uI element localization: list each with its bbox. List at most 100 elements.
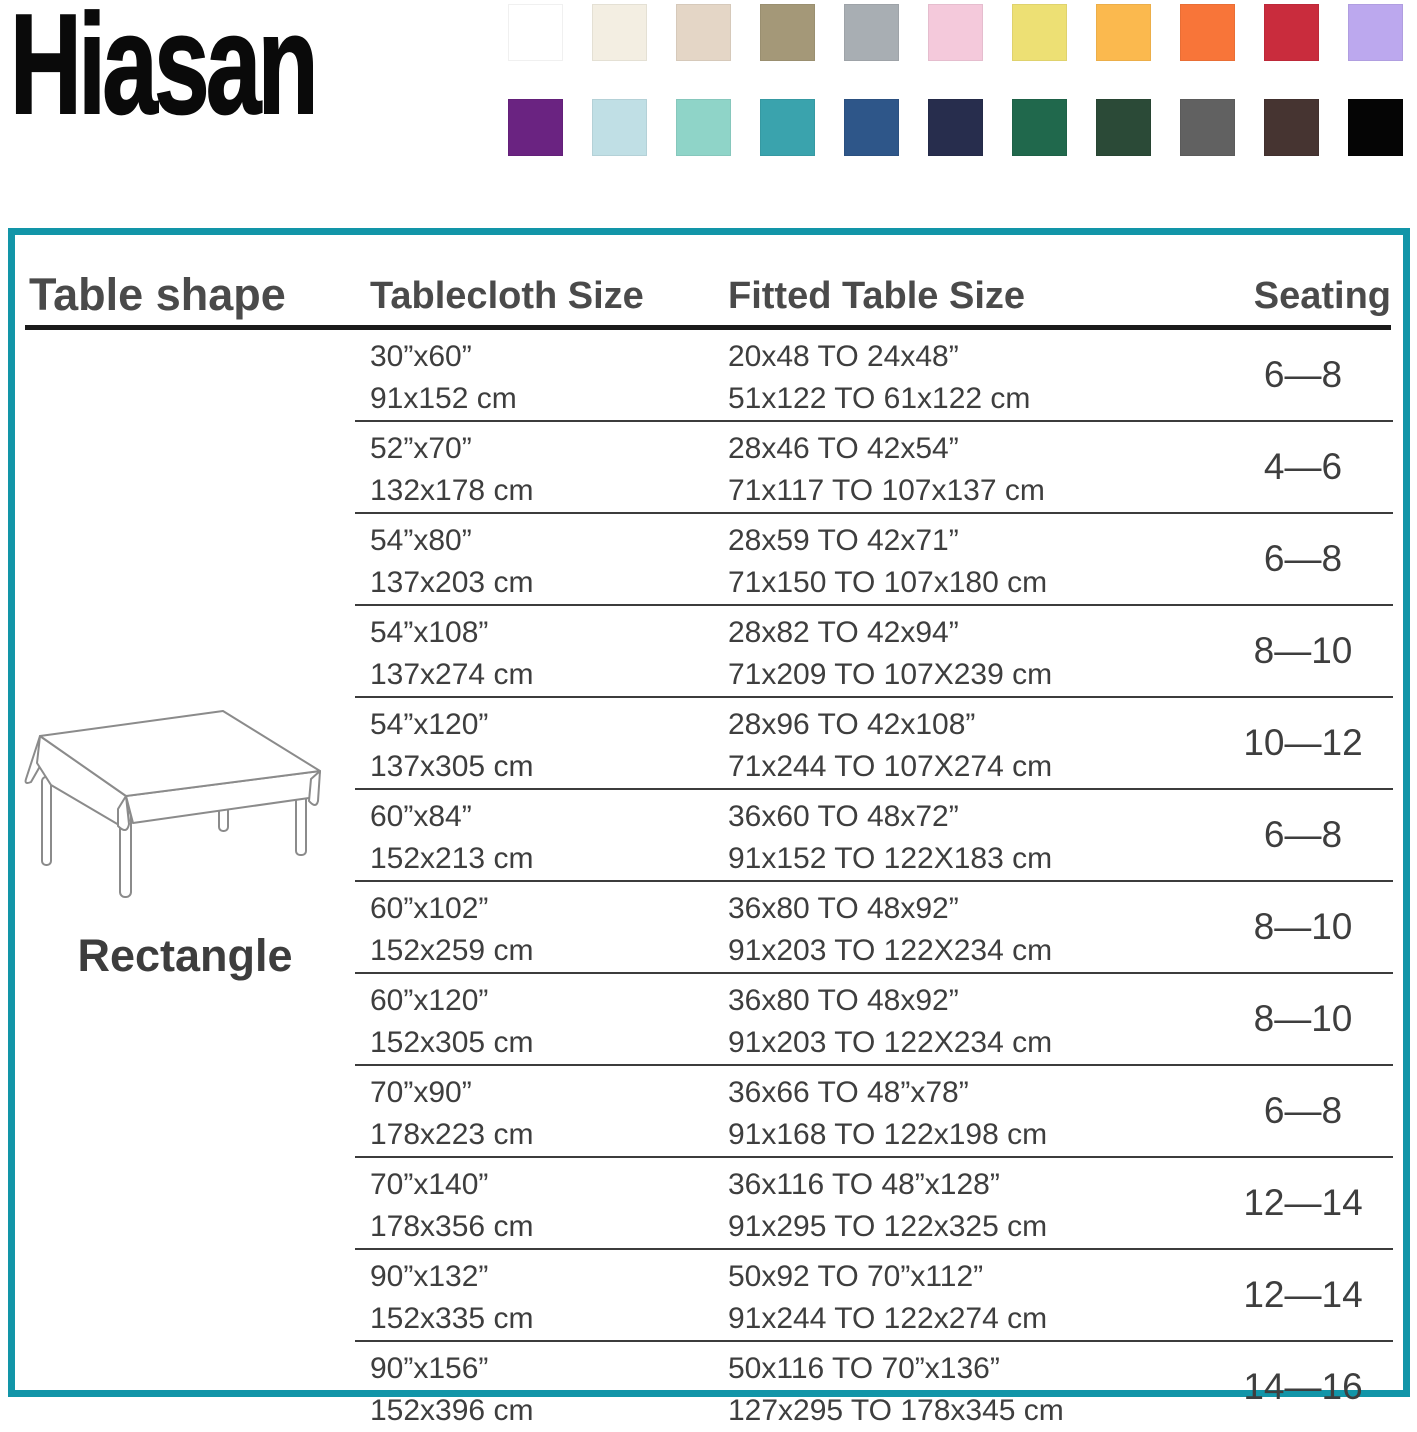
- size-chart-header-row: Table shape Tablecloth Size Fitted Table…: [15, 235, 1403, 321]
- color-swatch-brown: [1264, 99, 1319, 156]
- tablecloth-size-inches: 60”x102”: [370, 892, 489, 925]
- fitted-size-cm: 91x295 TO 122x325 cm: [728, 1210, 1048, 1243]
- fitted-size-inches: 28x82 TO 42x94”: [728, 616, 959, 649]
- fitted-size-inches: 50x116 TO 70”x136”: [728, 1352, 1000, 1385]
- fitted-size-cm: 71x244 TO 107X274 cm: [728, 750, 1053, 783]
- table-row: 54”x108” 137x274 cm 28x82 TO 42x94” 71x2…: [355, 606, 1393, 698]
- fitted-size-cm: 91x203 TO 122X234 cm: [728, 934, 1053, 967]
- fitted-size-cell: 28x82 TO 42x94” 71x209 TO 107X239 cm: [713, 606, 1213, 696]
- seating-cell: 8—10: [1253, 998, 1353, 1039]
- fitted-size-cell: 28x59 TO 42x71” 71x150 TO 107x180 cm: [713, 514, 1213, 604]
- seating-cell: 6—8: [1263, 814, 1343, 855]
- color-swatch-lavender: [1348, 4, 1403, 61]
- tablecloth-size-cell: 90”x132” 152x335 cm: [355, 1250, 713, 1340]
- tablecloth-size-cm: 152x396 cm: [370, 1394, 534, 1427]
- tablecloth-size-inches: 90”x156”: [370, 1352, 489, 1385]
- tablecloth-size-cm: 137x203 cm: [370, 566, 534, 599]
- fitted-size-cm: 91x152 TO 122X183 cm: [728, 842, 1053, 875]
- tablecloth-size-inches: 90”x132”: [370, 1260, 489, 1293]
- fitted-size-cm: 71x150 TO 107x180 cm: [728, 566, 1048, 599]
- color-swatch-silver-gray: [844, 4, 899, 61]
- tablecloth-size-cell: 90”x156” 152x396 cm: [355, 1342, 713, 1432]
- fitted-size-inches: 28x96 TO 42x108”: [728, 708, 976, 741]
- fitted-size-inches: 36x80 TO 48x92”: [728, 892, 959, 925]
- tablecloth-size-cell: 70”x90” 178x223 cm: [355, 1066, 713, 1156]
- rectangle-table-icon: [24, 710, 321, 898]
- tablecloth-size-inches: 70”x140”: [370, 1168, 489, 1201]
- tablecloth-size-inches: 60”x120”: [370, 984, 489, 1017]
- fitted-size-cell: 36x60 TO 48x72” 91x152 TO 122X183 cm: [713, 790, 1213, 880]
- color-swatch-gold: [1096, 4, 1151, 61]
- tablecloth-size-inches: 54”x80”: [370, 524, 472, 557]
- table-row: 70”x90” 178x223 cm 36x66 TO 48”x78” 91x1…: [355, 1066, 1393, 1158]
- seating-cell: 8—10: [1253, 906, 1353, 947]
- fitted-size-cm: 51x122 TO 61x122 cm: [728, 382, 1031, 415]
- color-swatch-red: [1264, 4, 1319, 61]
- color-swatch-green: [1012, 99, 1067, 156]
- tablecloth-size-cm: 152x259 cm: [370, 934, 534, 967]
- seating-cell: 6—8: [1263, 538, 1343, 579]
- seating-cell: 12—14: [1243, 1182, 1363, 1223]
- size-rows: 30”x60” 91x152 cm 20x48 TO 24x48” 51x122…: [355, 330, 1393, 1427]
- color-swatch-navy: [928, 99, 983, 156]
- tablecloth-size-cell: 60”x102” 152x259 cm: [355, 882, 713, 972]
- table-row: 54”x80” 137x203 cm 28x59 TO 42x71” 71x15…: [355, 514, 1393, 606]
- color-swatch-aqua: [676, 99, 731, 156]
- tablecloth-size-inches: 54”x108”: [370, 616, 489, 649]
- seating-cell: 10—12: [1243, 722, 1363, 763]
- tablecloth-size-cm: 137x305 cm: [370, 750, 534, 783]
- fitted-size-cm: 127x295 TO 178x345 cm: [728, 1394, 1064, 1427]
- color-swatch-blue: [844, 99, 899, 156]
- tablecloth-size-cm: 132x178 cm: [370, 474, 534, 507]
- tablecloth-size-cell: 54”x120” 137x305 cm: [355, 698, 713, 788]
- fitted-size-cell: 28x96 TO 42x108” 71x244 TO 107X274 cm: [713, 698, 1213, 788]
- color-swatch-hunter-green: [1096, 99, 1151, 156]
- fitted-size-inches: 36x80 TO 48x92”: [728, 984, 959, 1017]
- seating-cell: 6—8: [1263, 354, 1343, 395]
- size-chart-frame: Table shape Tablecloth Size Fitted Table…: [8, 228, 1410, 1427]
- fitted-size-cell: 50x116 TO 70”x136” 127x295 TO 178x345 cm: [713, 1342, 1213, 1432]
- brand-logo: Hiasan: [9, 0, 319, 144]
- color-swatch-orange: [1180, 4, 1235, 61]
- shape-label: Rectangle: [77, 930, 293, 981]
- color-swatch-ivory: [592, 4, 647, 61]
- seating-cell: 8—10: [1253, 630, 1353, 671]
- seating-cell: 14—16: [1243, 1366, 1363, 1407]
- column-header-tablecloth-size: Tablecloth Size: [370, 275, 644, 317]
- fitted-size-cm: 91x244 TO 122x274 cm: [728, 1302, 1048, 1335]
- fitted-size-cell: 36x116 TO 48”x128” 91x295 TO 122x325 cm: [713, 1158, 1213, 1248]
- fitted-size-cm: 91x168 TO 122x198 cm: [728, 1118, 1048, 1151]
- tablecloth-size-cm: 152x305 cm: [370, 1026, 534, 1059]
- table-row: 60”x120” 152x305 cm 36x80 TO 48x92” 91x2…: [355, 974, 1393, 1066]
- fitted-size-inches: 20x48 TO 24x48”: [728, 340, 959, 373]
- table-row: 90”x132” 152x335 cm 50x92 TO 70”x112” 91…: [355, 1250, 1393, 1342]
- fitted-size-cm: 71x209 TO 107X239 cm: [728, 658, 1053, 691]
- size-chart-body: Rectangle 30”x60” 91x152 cm 20x48 TO 24x…: [15, 330, 1403, 1427]
- tablecloth-size-cell: 54”x108” 137x274 cm: [355, 606, 713, 696]
- color-swatch-dark-gray: [1180, 99, 1235, 156]
- tablecloth-size-cell: 52”x70” 132x178 cm: [355, 422, 713, 512]
- table-row: 30”x60” 91x152 cm 20x48 TO 24x48” 51x122…: [355, 330, 1393, 422]
- tablecloth-size-cm: 152x213 cm: [370, 842, 534, 875]
- table-row: 90”x156” 152x396 cm 50x116 TO 70”x136” 1…: [355, 1342, 1393, 1432]
- tablecloth-size-cm: 178x223 cm: [370, 1118, 534, 1151]
- column-header-fitted-table-size: Fitted Table Size: [728, 275, 1026, 317]
- color-swatch-purple: [508, 99, 563, 156]
- tablecloth-size-cell: 60”x120” 152x305 cm: [355, 974, 713, 1064]
- fitted-size-inches: 36x116 TO 48”x128”: [728, 1168, 1000, 1201]
- fitted-size-cell: 20x48 TO 24x48” 51x122 TO 61x122 cm: [713, 330, 1213, 420]
- tablecloth-size-inches: 60”x84”: [370, 800, 472, 833]
- header-divider: [25, 325, 1391, 330]
- table-row: 54”x120” 137x305 cm 28x96 TO 42x108” 71x…: [355, 698, 1393, 790]
- tablecloth-size-cm: 91x152 cm: [370, 382, 517, 415]
- table-row: 60”x102” 152x259 cm 36x80 TO 48x92” 91x2…: [355, 882, 1393, 974]
- tablecloth-size-inches: 54”x120”: [370, 708, 489, 741]
- tablecloth-size-cell: 30”x60” 91x152 cm: [355, 330, 713, 420]
- color-swatch-pink: [928, 4, 983, 61]
- fitted-size-cell: 36x80 TO 48x92” 91x203 TO 122X234 cm: [713, 882, 1213, 972]
- tablecloth-size-cm: 152x335 cm: [370, 1302, 534, 1335]
- table-row: 70”x140” 178x356 cm 36x116 TO 48”x128” 9…: [355, 1158, 1393, 1250]
- tablecloth-size-inches: 52”x70”: [370, 432, 472, 465]
- fitted-size-inches: 28x46 TO 42x54”: [728, 432, 959, 465]
- fitted-size-cell: 36x66 TO 48”x78” 91x168 TO 122x198 cm: [713, 1066, 1213, 1156]
